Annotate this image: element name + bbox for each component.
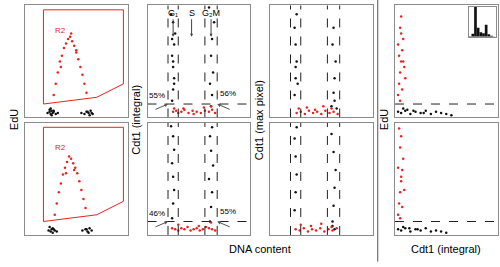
svg-text:R2: R2	[55, 143, 66, 152]
svg-text:56%: 56%	[220, 89, 236, 98]
svg-text:Cdt1 (integral): Cdt1 (integral)	[130, 85, 142, 155]
svg-text:DNA content: DNA content	[229, 243, 291, 255]
svg-text:Cdt1 (integral): Cdt1 (integral)	[411, 243, 481, 255]
svg-text:G₂M: G₂M	[202, 8, 220, 18]
svg-text:55%: 55%	[220, 207, 236, 216]
svg-text:46%: 46%	[149, 209, 165, 218]
svg-text:EdU: EdU	[378, 109, 390, 130]
svg-text:G₁: G₁	[168, 8, 178, 18]
svg-text:55%: 55%	[149, 91, 165, 100]
svg-text:Cdt1 (max pixel): Cdt1 (max pixel)	[253, 80, 265, 160]
svg-text:EdU: EdU	[8, 109, 20, 130]
svg-text:S: S	[189, 8, 195, 18]
svg-text:R2: R2	[55, 26, 66, 35]
